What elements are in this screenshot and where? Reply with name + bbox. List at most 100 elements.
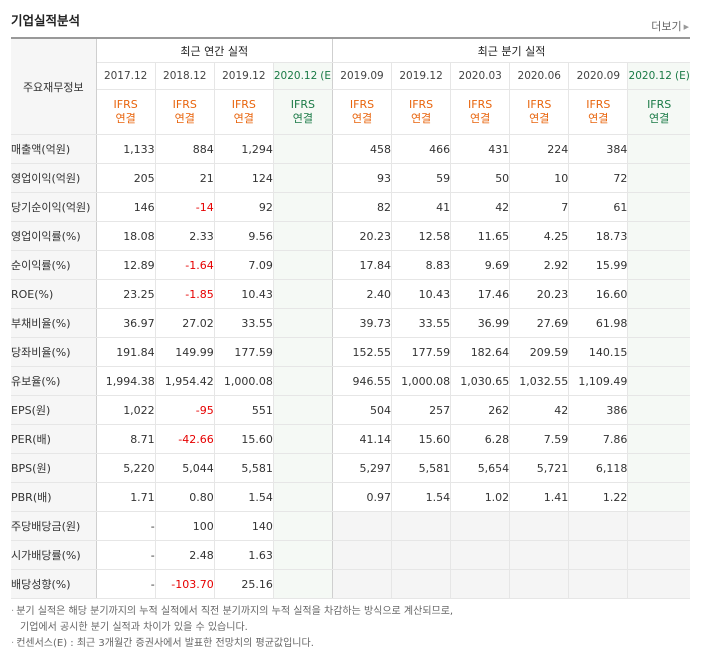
annual-value: 124	[213, 163, 274, 193]
period-header: 2020.09	[568, 62, 628, 90]
annual-value: 15.60	[213, 424, 274, 454]
more-link[interactable]: 더보기 ▶	[651, 18, 689, 34]
table-row: PBR(배) 1.71 0.80 1.54 0.97 1.54 1.02 1.41 1.22	[11, 482, 690, 512]
table-row: ROE(%) 23.25 -1.85 10.43 2.40 10.43 17.46 20.23…	[11, 279, 690, 309]
quarter-group-header: 최근 분기 실적	[331, 38, 690, 63]
row-label: 당기순이익(억원)	[11, 192, 97, 222]
annual-value: 8.71	[95, 424, 156, 454]
quarter-value: 504	[331, 395, 392, 425]
annual-value: 25.16	[213, 569, 274, 599]
annual-value: 1.54	[213, 482, 274, 512]
quarter-value: 6,118	[568, 453, 628, 483]
annual-value: 36.97	[95, 308, 156, 338]
period-label: 2019.09	[340, 70, 384, 82]
quarter-value: 2.92	[509, 250, 569, 280]
period-header: 2018.12	[154, 62, 215, 90]
period-label: 2020.06	[517, 70, 561, 82]
period-label: 2020.12	[628, 70, 672, 82]
annual-value: 12.89	[95, 250, 156, 280]
annual-value	[272, 569, 333, 599]
ifrs-header-row: IFRS 연결 IFRS 연결 IFRS 연결 IFRS 연결 IFRS 연결 IFRS 연결 IFRS…	[11, 89, 690, 135]
consolidated-label: 연결	[470, 112, 491, 125]
annual-value: -	[95, 569, 156, 599]
ifrs-header: IFRS 연결	[568, 89, 628, 135]
quarter-value: 50	[450, 163, 510, 193]
annual-value	[272, 250, 333, 280]
annual-value: 92	[213, 192, 274, 222]
quarter-empty-cell	[331, 511, 392, 541]
annual-value: -103.70	[154, 569, 215, 599]
quarter-value: 262	[450, 395, 510, 425]
quarter-value: 82	[331, 192, 392, 222]
table-row: 배당성향(%) - -103.70 25.16	[11, 569, 690, 599]
ifrs-header: IFRS 연결	[331, 89, 392, 135]
quarter-empty-cell	[391, 540, 451, 570]
annual-value: 140	[213, 511, 274, 541]
period-header: 2017.12	[96, 62, 156, 90]
quarter-value: 17.84	[331, 250, 392, 280]
annual-value: 1,133	[95, 134, 156, 164]
consolidated-label: 연결	[174, 112, 195, 125]
annual-group-header: 최근 연간 실적	[95, 38, 333, 63]
quarter-value: 7	[509, 192, 569, 222]
consolidated-label: 연결	[649, 112, 670, 125]
quarter-value: 1,109.49	[568, 366, 628, 396]
table-row: 주당배당금(원) -100 140	[11, 511, 690, 541]
annual-value	[272, 395, 333, 425]
quarter-value: 41	[391, 192, 451, 222]
quarter-value: 140.15	[568, 337, 628, 367]
quarter-value: 5,654	[450, 453, 510, 483]
more-label[interactable]: 더보기	[651, 20, 682, 33]
annual-value: 1,294	[213, 134, 274, 164]
quarter-value: 6.28	[450, 424, 510, 454]
quarter-value: 61	[568, 192, 628, 222]
table-row: 영업이익률(%) 18.08 2.33 9.56 20.23 12.58 11.65 4.25…	[11, 221, 690, 251]
row-label: EPS(원)	[11, 395, 97, 425]
quarter-value: 33.55	[391, 308, 451, 338]
estimate-mark: (E)	[674, 70, 690, 82]
quarter-value	[627, 453, 690, 483]
consolidated-label: 연결	[351, 112, 373, 125]
quarter-value: 209.59	[509, 337, 569, 367]
ifrs-header: IFRS 연결	[450, 89, 510, 135]
table-row: PER(배) 8.71 -42.66 15.60 41.14 15.60 6.28 7.59 7…	[11, 424, 690, 454]
annual-value: 23.25	[95, 279, 156, 309]
annual-value	[272, 134, 333, 164]
quarter-value: 59	[391, 163, 451, 193]
ifrs-label: IFRS	[408, 98, 434, 111]
annual-value: 18.08	[95, 221, 156, 251]
quarter-value: 7.59	[509, 424, 569, 454]
ifrs-label: IFRS	[647, 98, 672, 111]
quarter-value: 20.23	[509, 279, 569, 309]
quarter-value	[627, 250, 690, 280]
quarter-value: 177.59	[391, 337, 451, 367]
row-label: 영업이익률(%)	[11, 221, 97, 251]
quarter-value: 946.55	[331, 366, 392, 396]
row-label: 영업이익(억원)	[11, 163, 97, 193]
period-label: 2018.12	[163, 70, 207, 82]
consolidated-label: 연결	[410, 112, 432, 125]
quarter-value: 42	[450, 192, 510, 222]
quarter-value: 0.97	[331, 482, 392, 512]
quarter-empty-cell	[450, 511, 510, 541]
quarter-value	[627, 395, 690, 425]
annual-value: 2.48	[154, 540, 215, 570]
quarter-value: 466	[391, 134, 451, 164]
ifrs-label: IFRS	[527, 98, 552, 111]
annual-value: 191.84	[95, 337, 156, 367]
annual-value: 177.59	[213, 337, 274, 367]
ifrs-header: IFRS 연결	[213, 89, 274, 135]
quarter-value	[627, 337, 690, 367]
period-header-row: 2017.122018.122019.122020.12(E)2019.0920…	[11, 62, 690, 90]
annual-value: 7.09	[213, 250, 274, 280]
quarter-value: 1.54	[391, 482, 451, 512]
quarter-value: 12.58	[391, 221, 451, 251]
quarter-value: 18.73	[568, 221, 628, 251]
annual-value: 1,954.42	[154, 366, 215, 396]
annual-value: 33.55	[213, 308, 274, 338]
annual-value	[272, 366, 333, 396]
ifrs-header: IFRS 연결	[272, 89, 333, 135]
annual-value	[272, 540, 333, 570]
row-label: 순이익률(%)	[11, 250, 97, 280]
ifrs-label: IFRS	[231, 98, 256, 111]
